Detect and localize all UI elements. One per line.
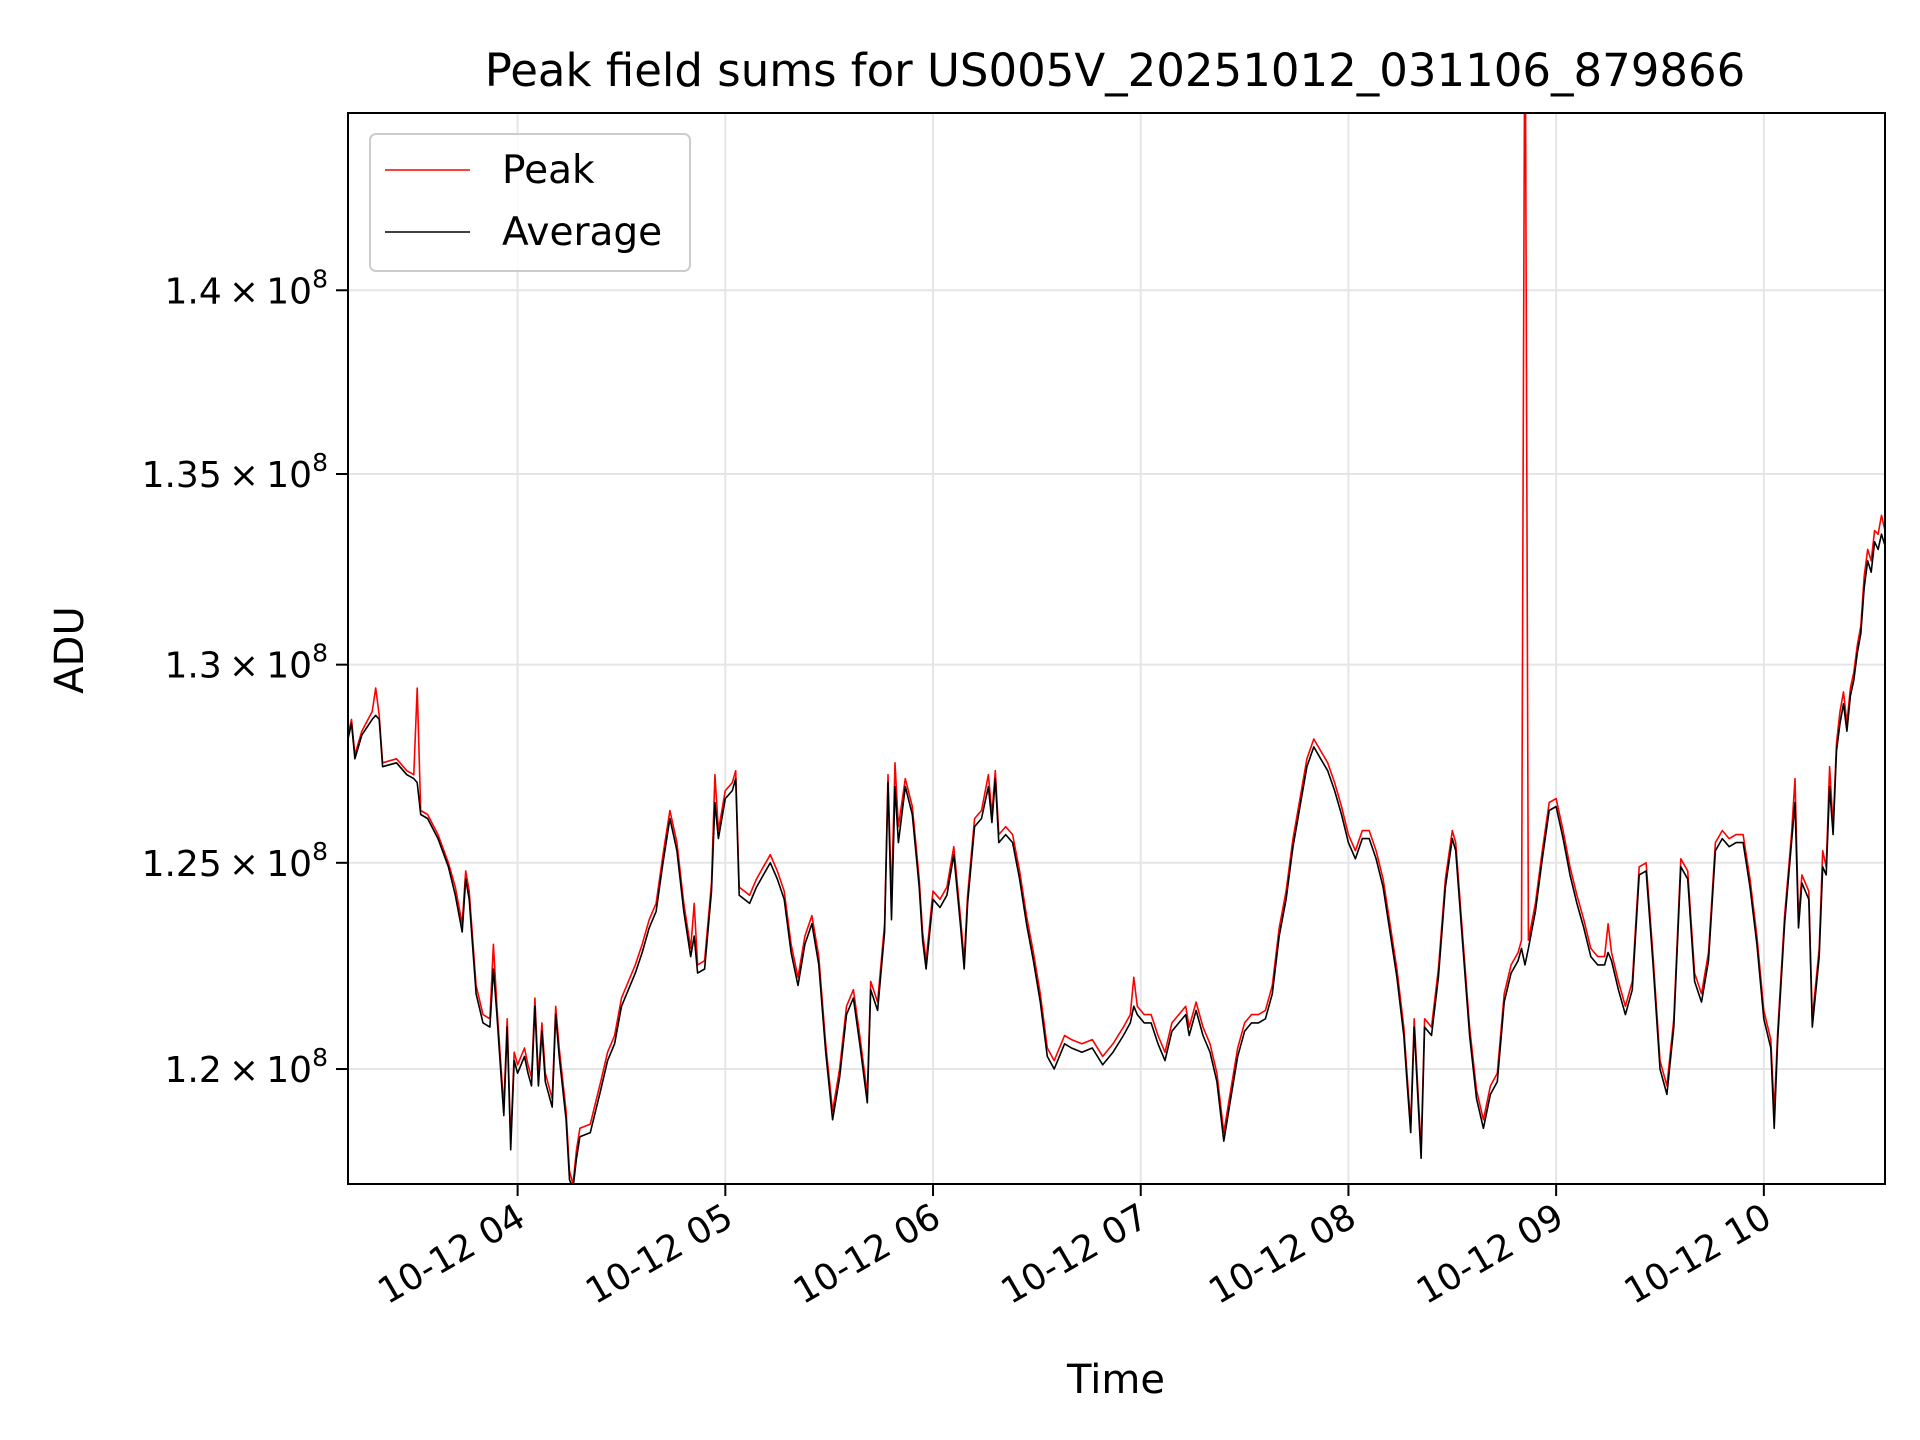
y-tick-mantissa: 1.4 <box>164 271 221 312</box>
y-tick-exponent: 8 <box>312 639 328 668</box>
plot-frame <box>347 112 1886 1185</box>
y-axis-title: ADU <box>47 606 93 693</box>
legend: Peak Average <box>369 133 691 272</box>
series-line-average <box>348 533 1885 1184</box>
y-tick-label: 1.3 × 108 <box>164 639 328 687</box>
y-tick-label: 1.4 × 108 <box>164 264 328 312</box>
y-tick-times-sign: × 10 <box>222 1050 312 1091</box>
y-tick-exponent: 8 <box>312 264 328 293</box>
y-tick-times-sign: × 10 <box>222 646 312 687</box>
legend-label-average: Average <box>502 210 662 255</box>
legend-label-peak: Peak <box>502 148 595 193</box>
grid-lines <box>348 113 1885 1184</box>
x-axis-title: Time <box>1066 1357 1165 1403</box>
y-tick-exponent: 8 <box>312 837 328 866</box>
y-tick-mantissa: 1.35 <box>142 455 222 496</box>
y-tick-label: 1.25 × 108 <box>142 837 328 885</box>
y-tick-label: 1.2 × 108 <box>164 1043 328 1091</box>
y-tick-exponent: 8 <box>312 448 328 477</box>
series-layer <box>348 113 1885 1184</box>
y-tick-mantissa: 1.25 <box>142 844 222 885</box>
legend-box <box>369 133 691 272</box>
y-tick-mantissa: 1.3 <box>164 646 221 687</box>
y-tick-times-sign: × 10 <box>222 844 312 885</box>
y-tick-label: 1.35 × 108 <box>142 448 328 496</box>
plot-area <box>348 113 1885 1184</box>
y-tick-mantissa: 1.2 <box>164 1050 221 1091</box>
y-tick-times-sign: × 10 <box>222 271 312 312</box>
chart-title: Peak field sums for US005V_20251012_0311… <box>485 44 1746 97</box>
y-tick-times-sign: × 10 <box>222 455 312 496</box>
y-tick-exponent: 8 <box>312 1043 328 1072</box>
